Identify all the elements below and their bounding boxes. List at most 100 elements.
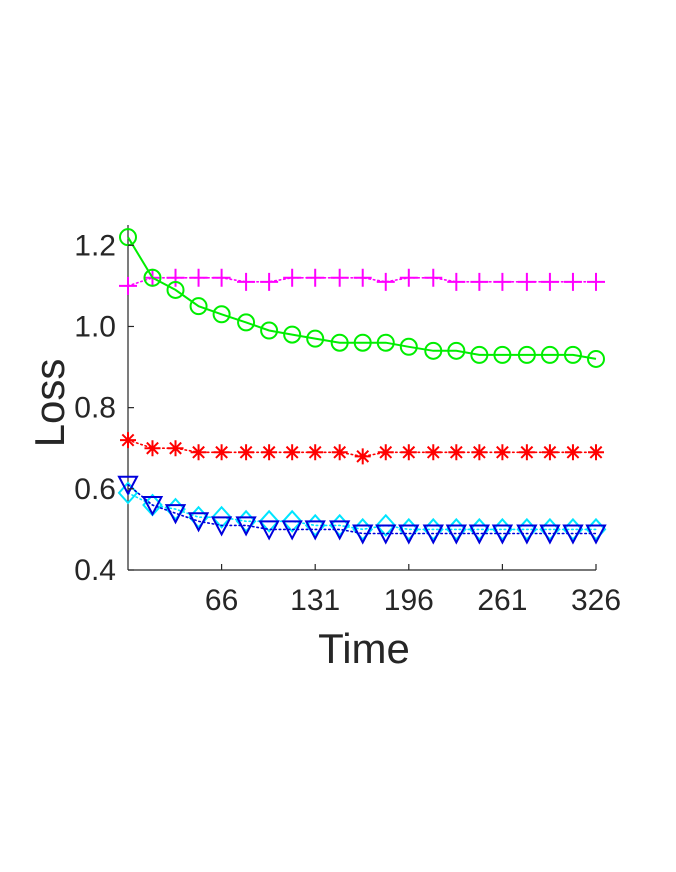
- data-point: [258, 520, 280, 541]
- series-layer: [117, 228, 607, 545]
- data-point: [564, 444, 581, 461]
- data-point: [400, 444, 417, 461]
- data-point: [424, 341, 443, 360]
- data-point: [493, 272, 512, 291]
- series-4: [117, 475, 607, 545]
- data-point: [353, 333, 372, 352]
- data-point: [494, 444, 511, 461]
- data-point: [260, 272, 279, 291]
- data-point: [120, 432, 136, 449]
- data-point: [211, 505, 232, 529]
- data-point: [562, 524, 584, 545]
- series-2: [120, 432, 604, 465]
- data-point: [517, 345, 536, 364]
- data-point: [447, 341, 466, 360]
- series-1: [119, 228, 605, 368]
- x-tick-label: 66: [205, 584, 238, 617]
- data-point: [260, 321, 279, 340]
- data-point: [143, 268, 162, 287]
- data-point: [212, 268, 231, 287]
- data-point: [167, 440, 184, 457]
- data-point: [283, 325, 302, 344]
- data-point: [237, 272, 256, 291]
- data-point: [399, 268, 418, 287]
- data-point: [354, 448, 371, 465]
- data-point: [425, 444, 442, 461]
- series-line: [127, 492, 597, 531]
- data-point: [235, 516, 257, 537]
- data-point: [470, 272, 489, 291]
- data-point: [493, 345, 512, 364]
- data-point: [189, 297, 208, 316]
- data-point: [468, 524, 491, 545]
- data-point: [144, 440, 161, 457]
- data-point: [518, 444, 535, 461]
- data-point: [352, 524, 374, 545]
- data-point: [331, 444, 348, 461]
- series-line: [127, 439, 597, 458]
- data-point: [330, 333, 349, 352]
- data-point: [187, 512, 210, 533]
- data-point: [447, 272, 466, 291]
- data-point: [141, 496, 164, 517]
- tick-layer: 0.4 0.6 0.8 1.0 1.2 66 131 196 261 326: [74, 229, 621, 617]
- data-point: [190, 444, 207, 461]
- data-point: [281, 509, 303, 533]
- data-point: [377, 444, 394, 461]
- data-point: [376, 272, 395, 291]
- x-tick-label: 261: [477, 584, 527, 617]
- y-tick-label: 0.6: [74, 473, 116, 506]
- data-point: [445, 524, 467, 545]
- data-point: [189, 268, 208, 287]
- x-tick-label: 196: [384, 584, 434, 617]
- y-axis-title: Loss: [26, 359, 73, 448]
- data-point: [424, 268, 443, 287]
- y-tick-label: 1.2: [74, 229, 116, 262]
- y-tick-label: 0.8: [74, 392, 116, 425]
- x-axis-title: Time: [318, 625, 410, 672]
- data-point: [258, 509, 280, 533]
- data-point: [117, 481, 139, 505]
- data-point: [304, 520, 326, 541]
- data-point: [164, 504, 187, 525]
- data-point: [516, 524, 538, 545]
- data-point: [210, 516, 233, 537]
- data-point: [238, 444, 255, 461]
- data-point: [306, 329, 325, 348]
- data-point: [563, 272, 582, 291]
- data-point: [213, 444, 230, 461]
- data-point: [448, 444, 465, 461]
- data-point: [329, 520, 351, 541]
- data-point: [375, 524, 397, 545]
- data-point: [587, 272, 605, 291]
- series-line: [127, 484, 597, 535]
- data-point: [517, 272, 536, 291]
- data-point: [306, 268, 325, 287]
- data-point: [398, 524, 420, 545]
- data-point: [283, 268, 302, 287]
- data-point: [353, 268, 372, 287]
- data-point: [166, 268, 185, 287]
- data-point: [330, 268, 349, 287]
- data-point: [376, 333, 395, 352]
- y-tick-label: 1.0: [74, 310, 116, 343]
- data-point: [399, 337, 418, 356]
- data-point: [422, 524, 444, 545]
- data-point: [540, 345, 559, 364]
- data-point: [119, 276, 137, 295]
- data-point: [471, 444, 488, 461]
- data-point: [375, 513, 397, 537]
- data-point: [491, 524, 514, 545]
- data-point: [261, 444, 278, 461]
- data-point: [541, 444, 558, 461]
- x-tick-label: 326: [571, 584, 621, 617]
- data-point: [539, 524, 561, 545]
- data-point: [117, 475, 139, 496]
- data-point: [470, 345, 489, 364]
- series-0: [119, 268, 605, 295]
- data-point: [166, 280, 185, 299]
- data-point: [212, 305, 231, 324]
- data-point: [281, 520, 303, 541]
- data-point: [540, 272, 559, 291]
